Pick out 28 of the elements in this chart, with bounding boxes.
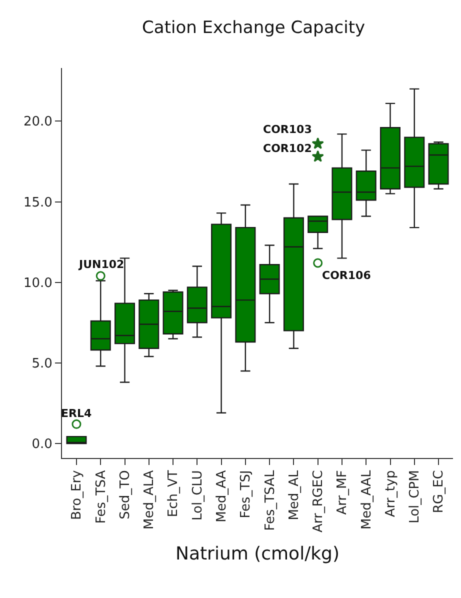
x-tick-label: Med_AA — [214, 470, 230, 522]
x-tick-label: Fes_TSAL — [262, 469, 278, 531]
x-tick-label: Med_AL — [286, 469, 302, 520]
x-tick-label: RG_EC — [432, 470, 447, 514]
y-tick-label: 20.0 — [23, 114, 52, 130]
annotation: JUN102 — [78, 258, 124, 271]
x-tick-label: Lol_CPM — [408, 470, 423, 524]
annotation: COR102 — [263, 142, 312, 155]
y-tick-label: 5.0 — [32, 356, 52, 372]
x-tick-label: Ech_VT — [166, 470, 182, 518]
x-tick-label: Arr_typ — [383, 470, 398, 518]
x-axis-title: Natrium (cmol/kg) — [175, 544, 340, 565]
annotation: COR106 — [322, 269, 372, 282]
annotation: ERL4 — [61, 407, 92, 420]
x-tick-label: Arr_RGEC — [311, 470, 326, 532]
x-tick-label: Fes_TSA — [94, 470, 109, 524]
x-tick-label: Med_ALA — [142, 470, 158, 530]
annotation: COR103 — [263, 123, 312, 136]
y-tick-label: 15.0 — [23, 195, 52, 210]
x-tick-label: Fes_TSJ — [238, 470, 254, 518]
x-tick-label: Med_AAL — [359, 469, 374, 530]
x-tick-label: Bro_Ery — [70, 470, 85, 520]
x-tick-label: Lol_CLU — [190, 470, 206, 520]
y-tick-label: 0.0 — [32, 437, 52, 452]
x-tick-label: Sed_TO — [118, 470, 133, 520]
x-tick-label: Arr_MF — [335, 470, 350, 515]
chart-title: Cation Exchange Capacity — [142, 18, 366, 38]
y-tick-label: 10.0 — [23, 276, 52, 291]
